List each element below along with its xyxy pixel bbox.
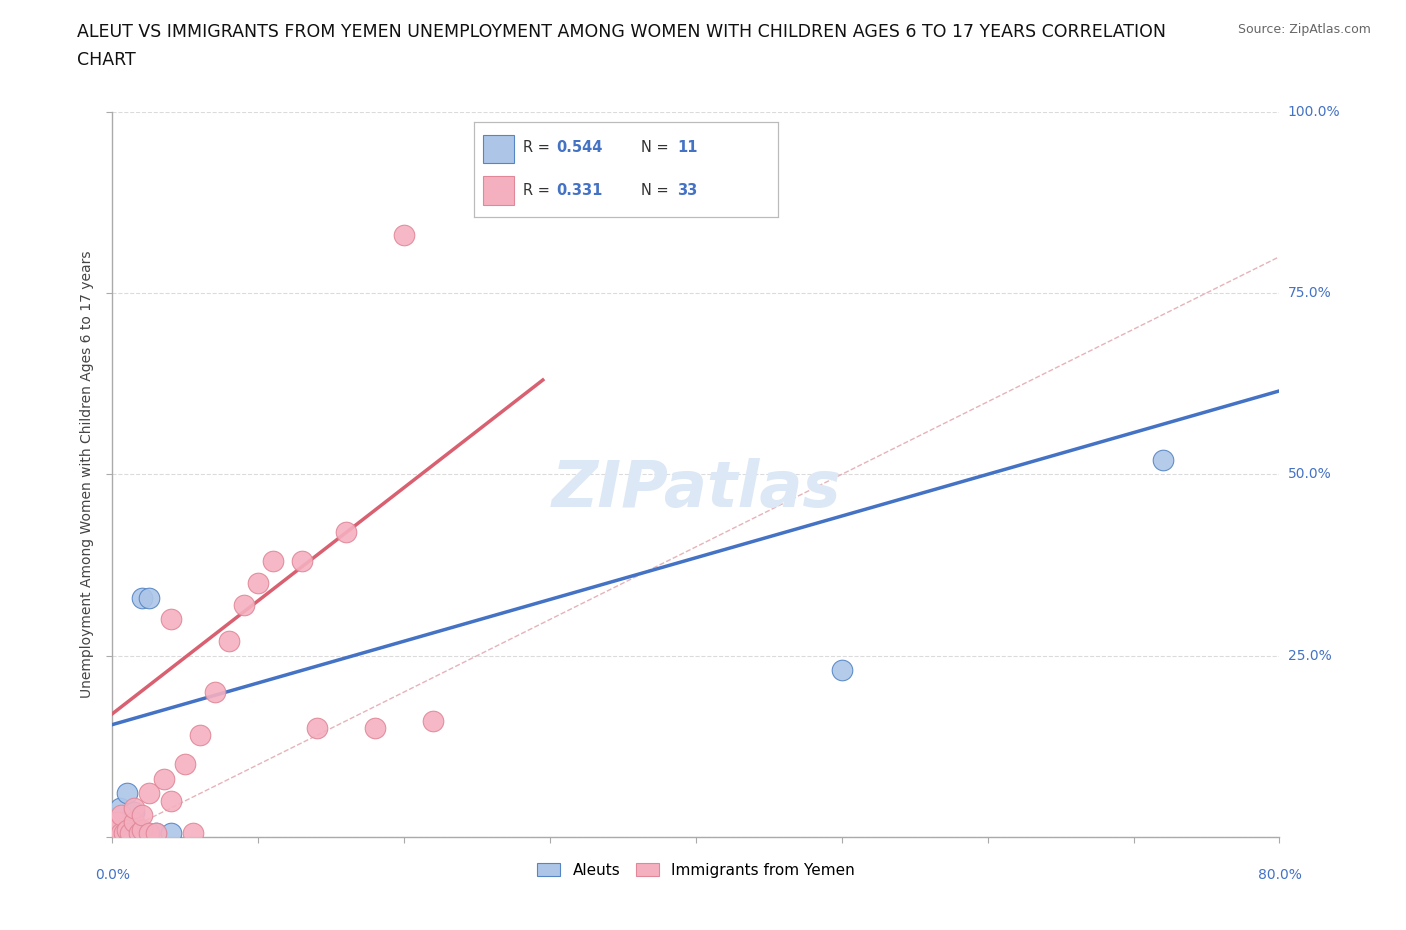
- Point: [124, 801, 146, 816]
- Point: [101, 826, 124, 841]
- Point: [145, 826, 167, 841]
- Point: [108, 801, 131, 816]
- Point: [305, 721, 328, 736]
- Point: [115, 822, 138, 837]
- Point: [174, 757, 197, 772]
- Point: [124, 815, 146, 830]
- Point: [138, 591, 160, 605]
- Point: [112, 826, 135, 841]
- Point: [335, 525, 357, 539]
- Text: 0.0%: 0.0%: [96, 868, 129, 882]
- Text: 25.0%: 25.0%: [1288, 648, 1331, 663]
- Text: ALEUT VS IMMIGRANTS FROM YEMEN UNEMPLOYMENT AMONG WOMEN WITH CHILDREN AGES 6 TO : ALEUT VS IMMIGRANTS FROM YEMEN UNEMPLOYM…: [77, 23, 1167, 41]
- Point: [422, 713, 444, 728]
- Point: [107, 815, 129, 830]
- Point: [104, 822, 127, 837]
- Point: [108, 826, 131, 841]
- Point: [110, 808, 132, 823]
- Point: [160, 793, 183, 808]
- Point: [262, 554, 284, 569]
- Point: [218, 633, 240, 648]
- Point: [1152, 452, 1174, 467]
- Text: ZIPatlas: ZIPatlas: [551, 458, 841, 520]
- Point: [138, 826, 160, 841]
- Point: [188, 728, 211, 743]
- Point: [232, 597, 254, 612]
- Point: [394, 228, 416, 243]
- Point: [115, 786, 138, 801]
- Point: [364, 721, 387, 736]
- Text: 80.0%: 80.0%: [1257, 868, 1302, 882]
- Point: [831, 663, 853, 678]
- Text: 50.0%: 50.0%: [1288, 467, 1331, 482]
- Text: 100.0%: 100.0%: [1288, 104, 1340, 119]
- Point: [152, 772, 174, 787]
- Point: [160, 826, 183, 841]
- Text: CHART: CHART: [77, 51, 136, 69]
- Point: [131, 591, 153, 605]
- Point: [145, 826, 167, 841]
- Point: [108, 815, 131, 830]
- Point: [181, 826, 204, 841]
- Text: 75.0%: 75.0%: [1288, 286, 1331, 300]
- Text: Source: ZipAtlas.com: Source: ZipAtlas.com: [1237, 23, 1371, 36]
- Point: [131, 822, 153, 837]
- Point: [128, 826, 150, 841]
- Point: [291, 554, 314, 569]
- Point: [247, 576, 270, 591]
- Point: [131, 808, 153, 823]
- Point: [138, 786, 160, 801]
- Y-axis label: Unemployment Among Women with Children Ages 6 to 17 years: Unemployment Among Women with Children A…: [80, 250, 94, 698]
- Legend: Aleuts, Immigrants from Yemen: Aleuts, Immigrants from Yemen: [531, 857, 860, 884]
- Point: [110, 826, 132, 841]
- Point: [118, 826, 141, 841]
- Point: [204, 684, 226, 699]
- Point: [160, 612, 183, 627]
- Point: [124, 804, 146, 819]
